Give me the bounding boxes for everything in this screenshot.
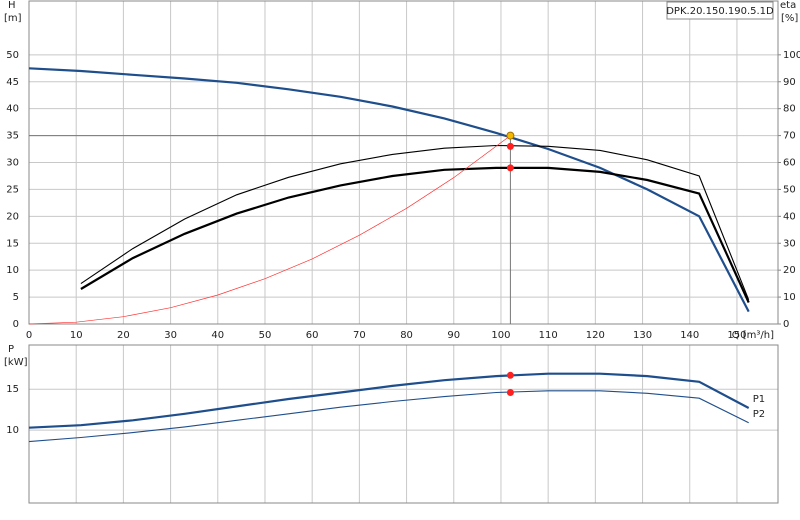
plot-frame (28, 344, 779, 504)
operating-point (506, 164, 514, 172)
x-tick-label: 90 (447, 330, 460, 341)
x-tick-label: 100 (491, 330, 510, 341)
x-tick-label: 80 (400, 330, 413, 341)
y-tick-label: 10 (6, 425, 19, 436)
x-tick-label: 130 (633, 330, 652, 341)
y-tick-label: 30 (6, 158, 19, 169)
y-tick-label: 15 (6, 238, 19, 249)
y-axis-unit: [m] (4, 13, 22, 24)
y-tick-label: 40 (6, 104, 19, 115)
curve (80, 166, 750, 303)
x-tick-label: 110 (539, 330, 558, 341)
y2-tick-label: 40 (783, 211, 796, 222)
y-tick-label: 20 (6, 211, 19, 222)
chart-title: DPK.20.150.190.5.1D (666, 6, 774, 17)
y-tick-label: 35 (6, 131, 19, 142)
x-tick-label: 10 (70, 330, 83, 341)
x-tick-label: 150 (727, 330, 746, 341)
y-axis-title: P (8, 344, 14, 355)
plot-frame (28, 0, 779, 325)
y-tick-label: 25 (6, 184, 19, 195)
x-tick-label: 120 (586, 330, 605, 341)
operating-point (506, 131, 515, 140)
x-axis-title: Q [m³/h] (732, 330, 774, 341)
y2-tick-label: 90 (783, 77, 796, 88)
y2-tick-label: 30 (783, 238, 796, 249)
y-tick-label: 10 (6, 265, 19, 276)
y2-tick-label: 70 (783, 131, 796, 142)
y-axis-title: H (8, 0, 16, 11)
operating-point (506, 142, 514, 150)
y2-tick-label: 20 (783, 265, 796, 276)
y-tick-label: 45 (6, 77, 19, 88)
x-tick-label: 60 (306, 330, 319, 341)
curve (28, 372, 750, 429)
y2-tick-label: 0 (783, 319, 789, 330)
x-tick-label: 140 (680, 330, 699, 341)
operating-point (506, 371, 514, 379)
curve (28, 67, 750, 313)
x-tick-label: 50 (259, 330, 272, 341)
curve (80, 144, 750, 301)
y2-tick-label: 60 (783, 158, 796, 169)
y2-tick-label: 100 (783, 50, 800, 61)
y-tick-label: 5 (13, 292, 19, 303)
y2-axis-unit: [%] (781, 13, 798, 24)
x-tick-label: 20 (117, 330, 130, 341)
operating-point (506, 388, 514, 396)
y2-axis-title: eta (780, 0, 796, 11)
curve-label: P2 (753, 409, 765, 420)
y2-tick-label: 50 (783, 184, 796, 195)
y-tick-label: 50 (6, 50, 19, 61)
y-axis-unit: [kW] (4, 357, 28, 368)
y2-tick-label: 80 (783, 104, 796, 115)
x-tick-label: 40 (211, 330, 224, 341)
y2-tick-label: 10 (783, 292, 796, 303)
x-tick-label: 0 (26, 330, 32, 341)
y-tick-label: 15 (6, 384, 19, 395)
y-tick-label: 0 (13, 319, 19, 330)
curve (28, 135, 511, 325)
x-tick-label: 70 (353, 330, 366, 341)
title-box (666, 1, 774, 20)
curve (28, 390, 749, 443)
x-tick-label: 30 (164, 330, 177, 341)
curve-label: P1 (753, 394, 765, 405)
